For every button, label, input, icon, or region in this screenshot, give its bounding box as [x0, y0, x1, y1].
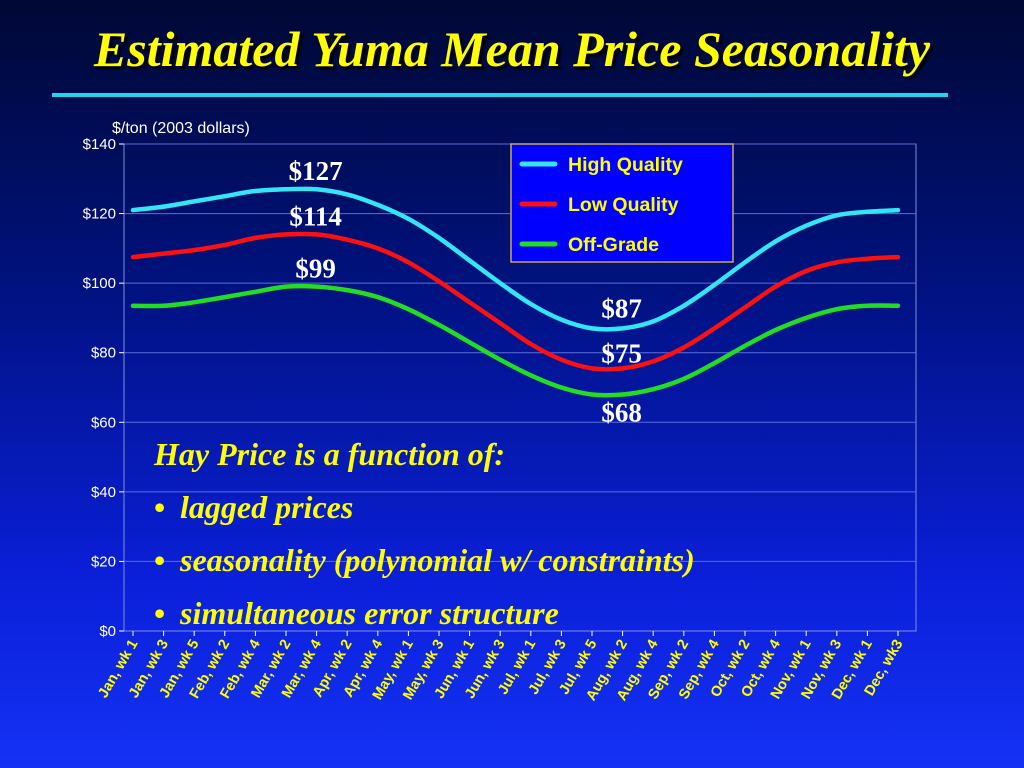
- y-tick-label: $140: [83, 136, 116, 153]
- legend-label-low-quality: Low Quality: [568, 194, 679, 216]
- legend-label-off-grade: Off-Grade: [568, 234, 659, 256]
- y-tick-label: $80: [91, 345, 116, 362]
- series-lines: [130, 186, 901, 398]
- slide-title: Estimated Yuma Mean Price Seasonality: [93, 21, 931, 77]
- series-line-low-quality: [130, 231, 901, 372]
- data-label: $75: [601, 338, 642, 368]
- note-text: seasonality (polynomial w/ constraints): [180, 542, 695, 578]
- title-underline: [52, 93, 948, 97]
- series-line-high-quality: [130, 186, 901, 332]
- note-bullet: • simultaneous error structure: [154, 587, 894, 640]
- y-tick-label: $120: [83, 206, 116, 223]
- y-tick-label: $20: [91, 553, 116, 570]
- data-label: $99: [295, 254, 336, 284]
- y-tick-label: $100: [83, 275, 116, 292]
- note-text: simultaneous error structure: [180, 595, 559, 631]
- chart-legend: High Quality Low Quality Off-Grade: [510, 143, 734, 263]
- bullet-glyph: •: [154, 542, 166, 578]
- y-tick-label: $0: [99, 623, 116, 640]
- y-axis-unit-label: $/ton (2003 dollars): [112, 120, 250, 137]
- y-tick-label: $40: [91, 484, 116, 501]
- data-label: $87: [601, 293, 642, 323]
- y-tick-label: $60: [91, 414, 116, 431]
- note-bullet: • seasonality (polynomial w/ constraints): [154, 534, 894, 587]
- y-axis: $0 $20 $40 $60 $80 $100 $120 $140: [83, 136, 124, 640]
- notes-box: Hay Price is a function of: • lagged pric…: [154, 428, 894, 640]
- bullet-glyph: •: [154, 489, 166, 525]
- notes-heading: Hay Price is a function of:: [154, 436, 506, 472]
- legend-label-high-quality: High Quality: [568, 154, 683, 176]
- data-label: $127: [289, 156, 343, 186]
- bullet-glyph: •: [154, 595, 166, 631]
- data-label: $68: [601, 397, 642, 427]
- note-bullet: • lagged prices: [154, 481, 894, 534]
- data-labels: $127 $114 $99 $87 $75 $68: [289, 156, 642, 427]
- note-text: lagged prices: [180, 489, 354, 525]
- series-line-off-grade: [130, 283, 901, 398]
- data-label: $114: [289, 201, 342, 231]
